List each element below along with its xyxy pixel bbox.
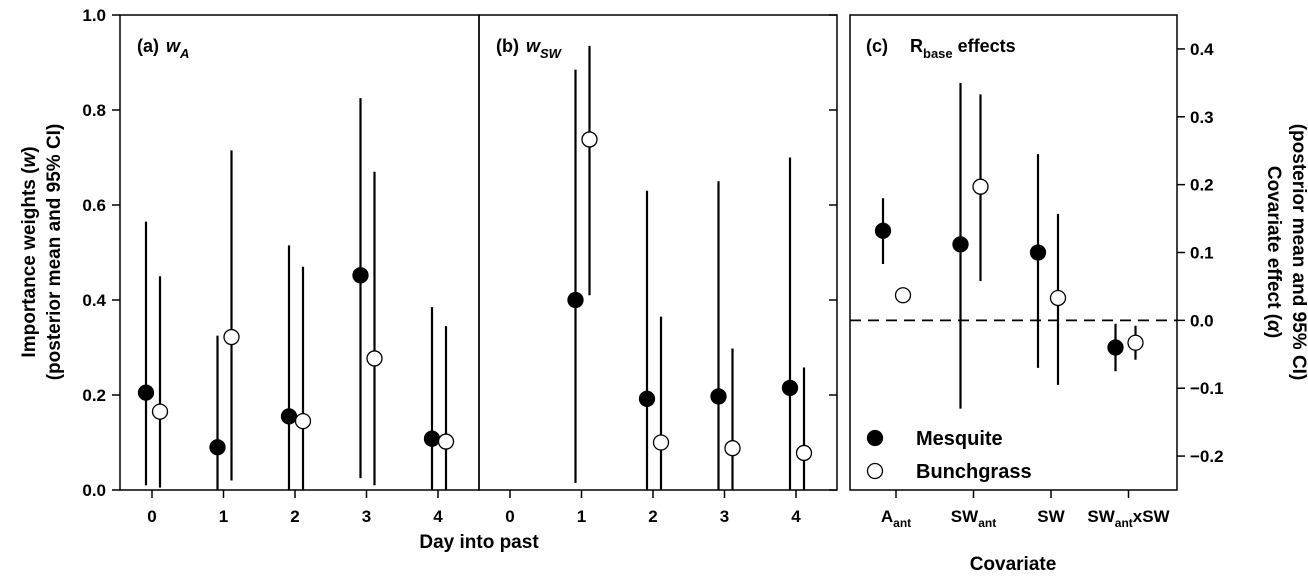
panel-a-point-mesquite-3	[352, 267, 369, 284]
panel-b-x-tick-label: 4	[791, 507, 801, 526]
panel-c-x-tick-label: SWantxSW	[1087, 507, 1170, 530]
panel-b-x-tick-label: 1	[577, 507, 586, 526]
panel-a-x-tick-label: 2	[290, 507, 299, 526]
panel-a-point-bunchgrass-4	[437, 433, 455, 450]
panel-a-point-bunchgrass-1	[223, 328, 240, 346]
panel-b-point-mesquite-3	[710, 388, 727, 405]
panel-b-point-bunchgrass-1	[581, 131, 598, 148]
panel-a-point-mesquite-4	[423, 430, 441, 447]
x-axis-title: Day into past	[419, 532, 539, 553]
y-left-tick-label: 1.0	[82, 6, 106, 25]
panel-a-x-tick-label: 0	[147, 507, 156, 526]
panel-c-point-bunchgrass-2	[1049, 289, 1067, 307]
y-axis-right-title-line1: Covariate effect (α)	[1263, 166, 1284, 338]
y-left-tick-label: 0.8	[82, 101, 106, 120]
panel-a-x-tick-label: 1	[219, 507, 228, 526]
panel-c-point-bunchgrass-1	[972, 178, 989, 195]
panel-b-point-bunchgrass-2	[652, 434, 670, 451]
panel-c-point-bunchgrass-3	[1127, 334, 1144, 351]
legend-label-mesquite: Mesquite	[916, 428, 1003, 450]
chart-marks: 0.0 0.2 0.4 0.6 0.8 1.0 0 1 2 3 4 0 1 2 3 4 −0.2 −0.1 0.0 0…	[82, 6, 1223, 530]
y-axis-right-title-line2: (posterior mean and 95% CI)	[1288, 124, 1308, 381]
y-right-tick-label: 0.0	[1190, 311, 1214, 330]
y-right-tick-label: 0.4	[1190, 40, 1214, 59]
panel-b-x-tick-label: 3	[720, 507, 729, 526]
panel-a-x-tick-label: 3	[362, 507, 371, 526]
y-right-tick-label: −0.1	[1190, 379, 1224, 398]
y-left-tick-label: 0.0	[82, 481, 106, 500]
y-right-tick-label: 0.1	[1190, 244, 1214, 263]
y-left-tick-label: 0.4	[82, 291, 106, 310]
panel-c-point-mesquite-2	[1029, 244, 1047, 261]
y-left-tick-label: 0.6	[82, 196, 106, 215]
panel-b-x-tick-label: 2	[648, 507, 657, 526]
y-right-tick-label: 0.3	[1190, 108, 1214, 127]
panel-b-point-mesquite-4	[781, 379, 799, 397]
panel-c-point-mesquite-1	[952, 236, 969, 253]
panel-b-x-tick-label: 0	[505, 507, 514, 526]
y-right-tick-label: −0.2	[1190, 447, 1224, 466]
panel-a-x-tick-label: 4	[433, 507, 443, 526]
panel-c-x-tick-label: Aant	[881, 507, 911, 530]
legend-marker-mesquite	[866, 429, 884, 447]
y-axis-left-title-line2: (posterior mean and 95% CI)	[44, 124, 65, 381]
panel-b-frame	[478, 14, 838, 491]
y-left-tick-label: 0.2	[82, 386, 106, 405]
y-axis-left-title-line1: Importance weights (w)	[19, 146, 40, 357]
panel-b-point-bunchgrass-4	[795, 444, 813, 462]
panel-c-x-tick-label: SWant	[951, 507, 996, 530]
panel-c-frame	[849, 14, 1178, 491]
panel-c-point-mesquite-3	[1107, 339, 1124, 356]
legend-label-bunchgrass: Bunchgrass	[916, 461, 1032, 483]
panel-a-title: (a) wA	[137, 36, 189, 61]
legend-marker-bunchgrass	[866, 462, 884, 480]
panel-a-point-bunchgrass-3	[366, 350, 383, 367]
panel-a-point-bunchgrass-0	[151, 403, 169, 420]
panel-c-point-mesquite-0	[874, 222, 892, 239]
panel-b-point-mesquite-1	[567, 291, 584, 309]
panel-a-point-mesquite-0	[137, 384, 155, 401]
y-right-tick-label: 0.2	[1190, 176, 1214, 195]
panel-c-x-tick-label: SW	[1037, 507, 1065, 526]
panel-b-point-bunchgrass-3	[724, 440, 741, 457]
x-axis-title-c: Covariate	[970, 554, 1057, 575]
panel-a-point-mesquite-2	[280, 408, 298, 425]
panel-c-point-bunchgrass-0	[894, 287, 912, 304]
panel-c-title: (c) Rbase effects	[866, 36, 1016, 61]
panel-a-point-bunchgrass-2	[294, 412, 312, 430]
panel-b-title: (b) wSW	[496, 36, 563, 61]
panel-b-point-mesquite-2	[638, 390, 656, 407]
panel-a-point-mesquite-1	[209, 439, 226, 456]
